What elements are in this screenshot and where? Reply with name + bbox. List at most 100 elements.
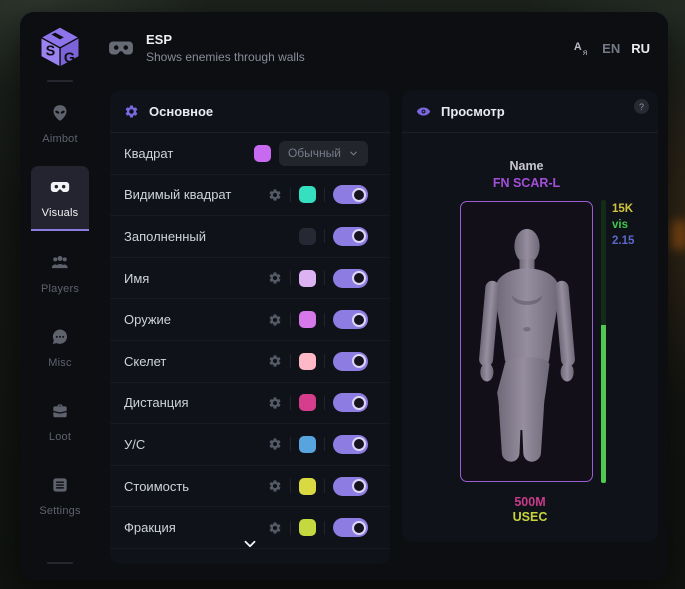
chevron-down-icon (350, 151, 357, 156)
sidebar-item-label: Settings (39, 505, 81, 517)
scroll-down-chevron[interactable] (241, 535, 259, 556)
language-ru-button[interactable]: RU (631, 40, 650, 56)
setting-row-distance: Дистанция (110, 383, 390, 425)
toggle-switch[interactable] (333, 351, 368, 371)
divider (324, 229, 325, 244)
toolbox-icon (50, 401, 70, 424)
setting-row-uc: У/С (110, 424, 390, 466)
toggle-switch[interactable] (333, 393, 368, 413)
color-swatch[interactable] (299, 269, 316, 287)
divider (290, 437, 291, 452)
target-faction: USEC (512, 510, 548, 524)
gear-icon[interactable] (268, 479, 282, 493)
main-panel-title: Основное (149, 103, 214, 119)
gear-icon (125, 104, 138, 117)
divider (324, 520, 325, 535)
background-light-blob (671, 220, 685, 250)
target-price: 500M (514, 495, 546, 509)
preview-panel-header: Просмотр (402, 90, 658, 133)
gear-icon[interactable] (268, 188, 282, 202)
sidebar-item-misc[interactable]: Misc (31, 316, 89, 379)
svg-text:я: я (583, 48, 587, 57)
color-swatch[interactable] (299, 394, 316, 412)
divider (324, 437, 325, 452)
divider (290, 312, 291, 327)
brand-letter-s: S (46, 44, 56, 60)
color-swatch[interactable] (299, 519, 316, 537)
setting-row-visible-box: Видимый квадрат (110, 175, 390, 217)
divider (290, 354, 291, 369)
preview-model-box (460, 201, 593, 482)
gear-icon[interactable] (268, 396, 282, 410)
sidebar-item-label: Misc (48, 357, 72, 369)
square-style-dropdown[interactable]: Обычный (278, 140, 368, 166)
main-settings-panel: Основное Квадрат Обычный Видимый квадрат (110, 90, 390, 564)
target-stats: 15K vis 2.15 (612, 202, 634, 249)
toggle-switch[interactable] (333, 476, 368, 496)
setting-row-faction: Фракция (110, 507, 390, 549)
sidebar-bottom-divider (47, 562, 73, 564)
toggle-switch[interactable] (333, 226, 368, 246)
divider (290, 187, 291, 202)
divider (290, 520, 291, 535)
players-icon (50, 253, 70, 276)
stat-distance: 2.15 (612, 235, 635, 247)
divider (290, 479, 291, 494)
color-swatch[interactable] (299, 311, 316, 329)
toggle-switch[interactable] (333, 268, 368, 288)
sidebar-item-players[interactable]: Players (31, 242, 89, 305)
toggle-switch[interactable] (333, 310, 368, 330)
color-swatch[interactable] (299, 227, 316, 245)
toggle-switch[interactable] (333, 518, 368, 538)
chat-dots-icon (50, 327, 70, 350)
sidebar-nav: Aimbot Visuals Players (31, 92, 89, 527)
color-swatch[interactable] (253, 144, 271, 162)
sidebar-item-settings[interactable]: Settings (31, 464, 89, 527)
list-icon (50, 475, 70, 498)
gear-icon[interactable] (268, 354, 282, 368)
main-panel-header: Основное (110, 90, 390, 133)
preview-panel-title: Просмотр (441, 103, 505, 119)
sidebar-item-label: Players (40, 283, 80, 295)
vr-goggles-icon (50, 177, 70, 200)
page-title: ESP (146, 32, 173, 47)
alien-icon (50, 103, 70, 126)
sidebar-divider (47, 80, 73, 82)
color-swatch[interactable] (299, 435, 316, 453)
panels-row: Основное Квадрат Обычный Видимый квадрат (100, 84, 668, 580)
health-bar (601, 200, 606, 483)
content-area: ESP Shows enemies through walls A я EN R… (100, 12, 668, 580)
toggle-switch[interactable] (333, 185, 368, 205)
language-en-button[interactable]: EN (602, 40, 621, 56)
brand-letter-g: G (64, 50, 75, 66)
gear-icon[interactable] (268, 271, 282, 285)
target-name-label: Name (509, 159, 544, 173)
translate-icon[interactable]: A я (573, 39, 591, 57)
divider (324, 395, 325, 410)
divider (290, 395, 291, 410)
sidebar-item-aimbot[interactable]: Aimbot (31, 92, 89, 155)
color-swatch[interactable] (299, 186, 316, 204)
divider (324, 312, 325, 327)
sidebar-item-loot[interactable]: Loot (31, 390, 89, 453)
cheat-menu-window: S G Aimbot Visuals (20, 12, 668, 580)
help-badge[interactable]: ? (634, 99, 649, 114)
sidebar-item-label: Aimbot (42, 133, 78, 145)
gear-icon[interactable] (268, 313, 282, 327)
svg-text:A: A (574, 41, 582, 53)
gear-icon[interactable] (268, 521, 282, 535)
target-weapon-label: FN SCAR-L (492, 176, 561, 190)
sidebar-item-visuals[interactable]: Visuals (31, 166, 89, 231)
esp-goggles-icon (108, 35, 134, 61)
gear-icon[interactable] (268, 437, 282, 451)
color-swatch[interactable] (299, 352, 316, 370)
color-swatch[interactable] (299, 477, 316, 495)
sidebar: S G Aimbot Visuals (20, 12, 100, 580)
preview-panel: Просмотр ? Name FN SCAR-L (402, 90, 658, 542)
setting-row-skeleton: Скелет (110, 341, 390, 383)
stat-visibility: vis (612, 219, 628, 231)
toggle-switch[interactable] (333, 434, 368, 454)
mannequin-figure (478, 228, 575, 462)
sidebar-item-label: Loot (48, 431, 72, 443)
brand-logo: S G (39, 26, 81, 69)
